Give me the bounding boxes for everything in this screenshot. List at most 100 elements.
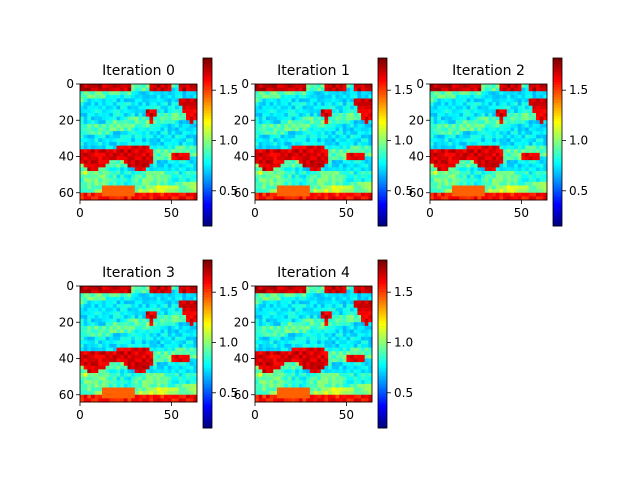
heatmap-cell [135, 315, 139, 319]
heatmap-cell [456, 124, 460, 128]
heatmap-cell [321, 308, 325, 312]
heatmap-cell [120, 124, 124, 128]
colorbar-tick-label: 1.0 [219, 133, 238, 147]
heatmap-cell [153, 319, 157, 323]
heatmap-cell [332, 160, 336, 164]
heatmap-cell [343, 135, 347, 139]
heatmap-cell [146, 164, 150, 168]
heatmap-cell [270, 319, 274, 323]
heatmap-cell [532, 120, 536, 124]
colorbar-segment [553, 166, 562, 169]
heatmap-cell [95, 362, 99, 366]
heatmap-cell [496, 117, 500, 121]
heatmap-cell [536, 117, 540, 121]
heatmap-cell [153, 286, 157, 290]
heatmap-cell [149, 388, 153, 392]
heatmap-cell [281, 91, 285, 95]
heatmap-cell [84, 186, 88, 190]
heatmap-cell [182, 359, 186, 363]
heatmap-cell [295, 308, 299, 312]
heatmap-cell [157, 117, 161, 121]
heatmap-cell [288, 193, 292, 197]
colorbar-segment [203, 404, 212, 407]
heatmap-cell [179, 95, 183, 99]
heatmap-cell [98, 330, 102, 334]
heatmap-cell [492, 99, 496, 103]
heatmap-cell [91, 171, 95, 175]
heatmap-cell [437, 146, 441, 150]
heatmap-cell [131, 311, 135, 315]
heatmap-cell [292, 106, 296, 110]
heatmap-cell [474, 117, 478, 121]
heatmap-cell [98, 146, 102, 150]
heatmap-cell [102, 351, 106, 355]
heatmap-cell [186, 120, 190, 124]
heatmap-cell [179, 377, 183, 381]
heatmap-cell [160, 113, 164, 117]
heatmap-cell [164, 95, 168, 99]
heatmap-cell [270, 153, 274, 157]
heatmap-cell [310, 113, 314, 117]
heatmap-cell [106, 124, 110, 128]
heatmap-cell [303, 106, 307, 110]
heatmap-cell [521, 113, 525, 117]
heatmap-cell [164, 315, 168, 319]
heatmap-cell [434, 128, 438, 132]
heatmap-cell [354, 178, 358, 182]
heatmap-cell [324, 330, 328, 334]
heatmap-cell [335, 153, 339, 157]
heatmap-cell [109, 91, 113, 95]
heatmap-cell [481, 124, 485, 128]
heatmap-cell [317, 301, 321, 305]
heatmap-cell [463, 113, 467, 117]
heatmap-cell [84, 290, 88, 294]
heatmap-cell [98, 186, 102, 190]
heatmap-cell [153, 146, 157, 150]
colorbar-segment [203, 58, 212, 61]
heatmap-cell [146, 189, 150, 193]
heatmap-cell [532, 128, 536, 132]
heatmap-cell [361, 315, 365, 319]
heatmap-cell [306, 135, 310, 139]
colorbar-segment [553, 187, 562, 190]
heatmap-cell [324, 301, 328, 305]
heatmap-cell [131, 117, 135, 121]
heatmap-cell [160, 315, 164, 319]
heatmap-cell [262, 333, 266, 337]
heatmap-cell [361, 88, 365, 92]
heatmap-cell [343, 160, 347, 164]
heatmap-cell [281, 311, 285, 315]
heatmap-cell [357, 330, 361, 334]
heatmap-cell [434, 117, 438, 121]
heatmap-cell [259, 157, 263, 161]
heatmap-cell [540, 149, 544, 153]
heatmap-cell [295, 311, 299, 315]
heatmap-cell [485, 186, 489, 190]
heatmap-cell [259, 135, 263, 139]
heatmap-cell [160, 355, 164, 359]
heatmap-cell [430, 84, 434, 88]
heatmap-cell [335, 135, 339, 139]
heatmap-cell [321, 193, 325, 197]
heatmap-cell [478, 91, 482, 95]
heatmap-cell [518, 102, 522, 106]
heatmap-cell [321, 142, 325, 146]
heatmap-cell [135, 128, 139, 132]
heatmap-cell [514, 131, 518, 135]
heatmap-cell [365, 182, 369, 186]
heatmap-cell [365, 102, 369, 106]
colorbar-segment [203, 216, 212, 219]
heatmap-cell [84, 301, 88, 305]
heatmap-cell [190, 102, 194, 106]
heatmap-cell [540, 142, 544, 146]
heatmap-cell [149, 84, 153, 88]
heatmap-cell [346, 337, 350, 341]
heatmap-cell [262, 330, 266, 334]
heatmap-cell [106, 388, 110, 392]
heatmap-cell [295, 171, 299, 175]
heatmap-cell [255, 135, 259, 139]
heatmap-cell [80, 340, 84, 344]
heatmap-cell [335, 182, 339, 186]
heatmap-cell [295, 84, 299, 88]
heatmap-cell [255, 164, 259, 168]
